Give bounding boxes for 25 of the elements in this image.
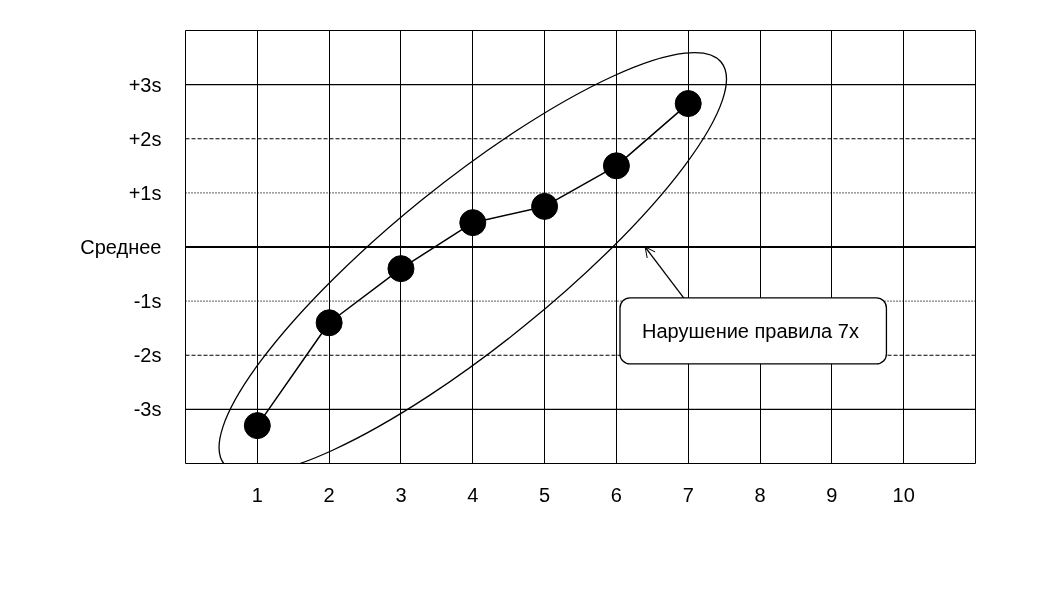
point: [243, 412, 271, 440]
point: [387, 255, 415, 283]
y-tick-label: -1s: [133, 290, 162, 313]
x-tick-label: 1: [251, 483, 263, 506]
point: [459, 209, 487, 237]
x-tick-label: 7: [682, 483, 694, 506]
y-tick-label: +2s: [128, 127, 162, 150]
x-tick-label: 5: [539, 483, 551, 506]
x-tick-label: 8: [754, 483, 766, 506]
x-tick-label: 10: [892, 483, 915, 506]
x-tick-label: 2: [323, 483, 335, 506]
point: [602, 152, 630, 180]
point: [674, 90, 702, 118]
y-tick-label: Среднее: [80, 236, 162, 258]
y-tick-label: +3s: [128, 73, 162, 96]
y-tick-label: +1s: [128, 181, 162, 204]
y-tick-label: -3s: [133, 398, 162, 421]
x-tick-label: 3: [395, 483, 407, 506]
annotation: Нарушение правила 7x: [642, 319, 859, 342]
y-tick-label: -2s: [133, 344, 162, 367]
x-tick-label: 9: [826, 483, 838, 506]
x-tick-label: 6: [610, 483, 622, 506]
x-tick-label: 4: [467, 483, 479, 506]
point: [531, 192, 559, 220]
point: [315, 309, 343, 337]
